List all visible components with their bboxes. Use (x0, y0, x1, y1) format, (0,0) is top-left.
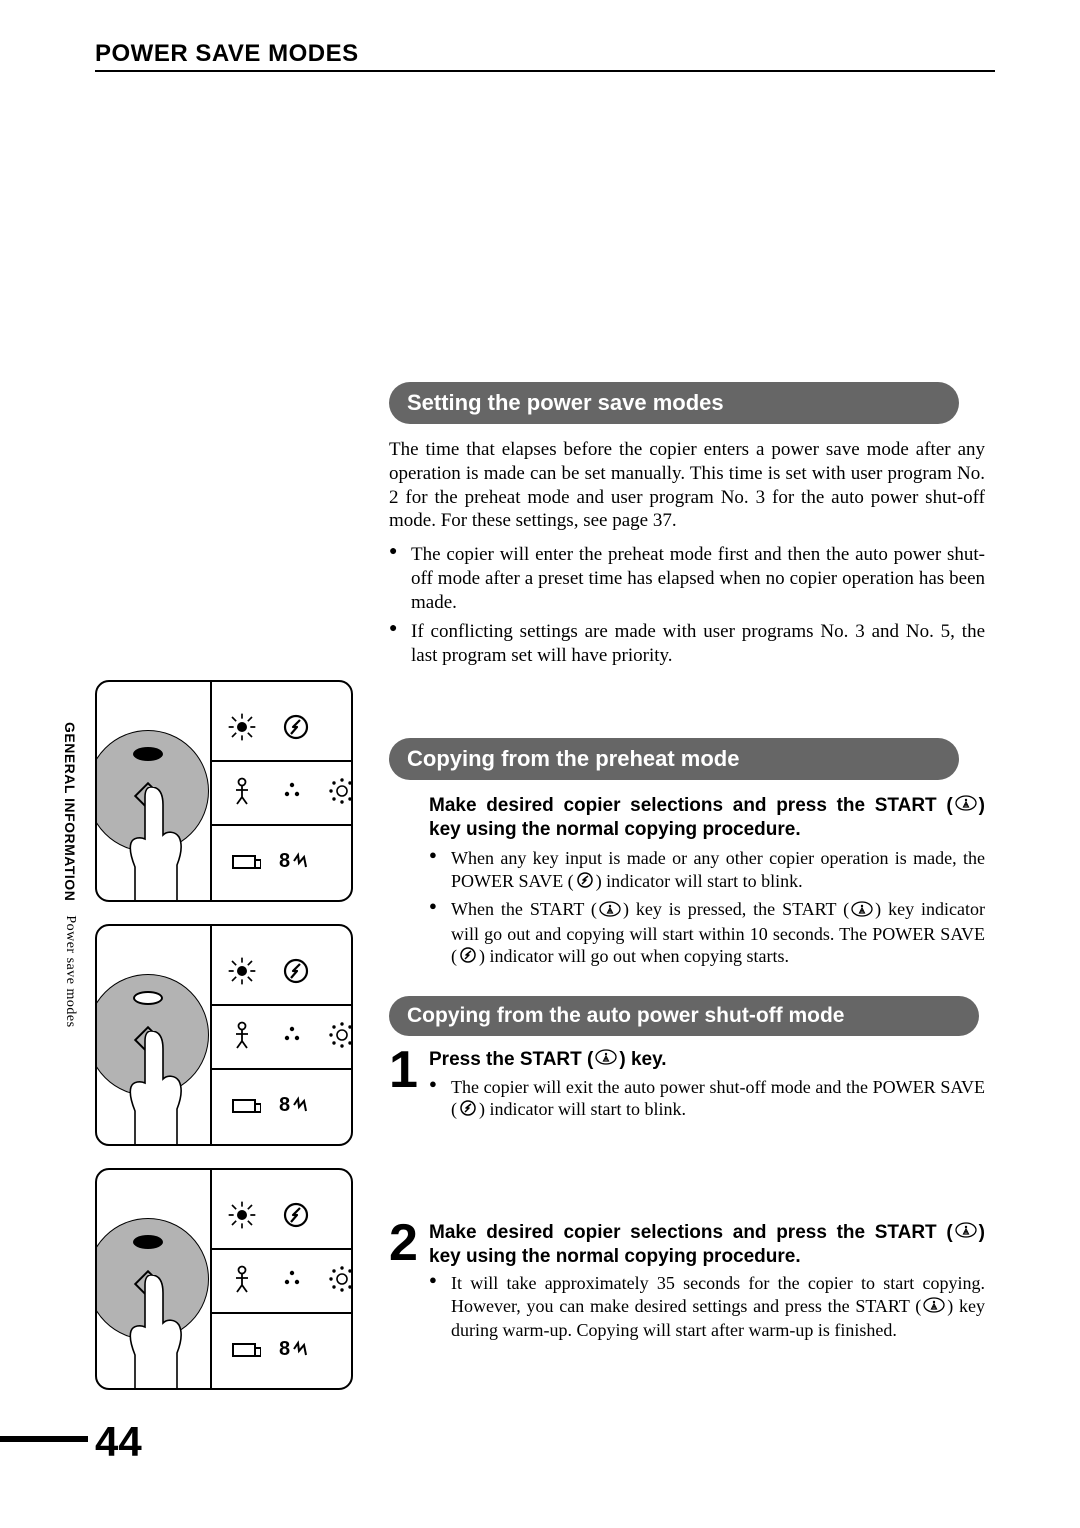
power-save-icon (281, 1200, 311, 1230)
side-tab-section: GENERAL INFORMATION (62, 722, 78, 901)
panel-illustration-1: 8 (95, 680, 353, 902)
dots-icon (277, 1264, 307, 1294)
step1-bullet: The copier will exit the auto power shut… (429, 1076, 985, 1123)
tray-icon (231, 846, 261, 876)
brightness-icon (227, 712, 257, 742)
finger-icon (121, 787, 191, 902)
dots-icon (277, 1020, 307, 1050)
tray-icon (231, 1334, 261, 1364)
start-key-icon (923, 1296, 945, 1319)
side-tab: GENERAL INFORMATION Power save modes (62, 722, 82, 1102)
start-key-icon (851, 900, 873, 923)
section1-intro: The time that elapses before the copier … (389, 438, 985, 533)
step-number-2: 2 (389, 1221, 429, 1265)
sun-outline-icon (327, 1020, 353, 1050)
step2-instruction: Make desired copier selections and press… (429, 1221, 985, 1269)
sun-outline-icon (327, 776, 353, 806)
start-key-icon (955, 794, 977, 818)
side-tab-sub: Power save modes (63, 915, 78, 1027)
section1-bullet: If conflicting settings are made with us… (389, 620, 985, 668)
tray-icon (231, 1090, 261, 1120)
step2-bullet: It will take approximately 35 seconds fo… (429, 1272, 985, 1341)
sun-outline-icon (327, 1264, 353, 1294)
brightness-icon (227, 956, 257, 986)
page-rule (0, 1436, 88, 1442)
dots-icon (277, 776, 307, 806)
start-key-icon (595, 1048, 617, 1072)
section-heading-preheat: Copying from the preheat mode (389, 738, 959, 780)
section1-bullet: The copier will enter the preheat mode f… (389, 543, 985, 614)
svg-text:8: 8 (279, 1094, 290, 1116)
start-key-icon (955, 1221, 977, 1245)
svg-text:8: 8 (279, 1338, 290, 1360)
panel-illustration-3: 8 (95, 1168, 353, 1390)
power-save-icon (459, 946, 477, 970)
power-save-icon (576, 871, 594, 895)
section2-bullet: When the START () key is pressed, the ST… (429, 898, 985, 969)
power-save-icon (281, 712, 311, 742)
power-save-icon (281, 956, 311, 986)
start-key-icon (599, 900, 621, 923)
step-number-1: 1 (389, 1048, 429, 1092)
paper-jam-icon: 8 (279, 846, 309, 876)
power-save-icon (459, 1099, 477, 1123)
person-icon (227, 1020, 257, 1050)
svg-text:8: 8 (279, 850, 290, 872)
paper-jam-icon: 8 (279, 1334, 309, 1364)
person-icon (227, 1264, 257, 1294)
paper-jam-icon: 8 (279, 1090, 309, 1120)
brightness-icon (227, 1200, 257, 1230)
page-number: 44 (95, 1418, 142, 1466)
section-heading-shutoff: Copying from the auto power shut-off mod… (389, 996, 979, 1036)
section-heading-setting: Setting the power save modes (389, 382, 959, 424)
step1-instruction: Press the START () key. (429, 1048, 985, 1072)
person-icon (227, 776, 257, 806)
page-title: POWER SAVE MODES (95, 40, 995, 72)
section2-instruction: Make desired copier selections and press… (389, 794, 985, 842)
finger-icon (121, 1275, 191, 1390)
panel-illustration-2: 8 (95, 924, 353, 1146)
finger-icon (121, 1031, 191, 1146)
section2-bullet: When any key input is made or any other … (429, 847, 985, 894)
